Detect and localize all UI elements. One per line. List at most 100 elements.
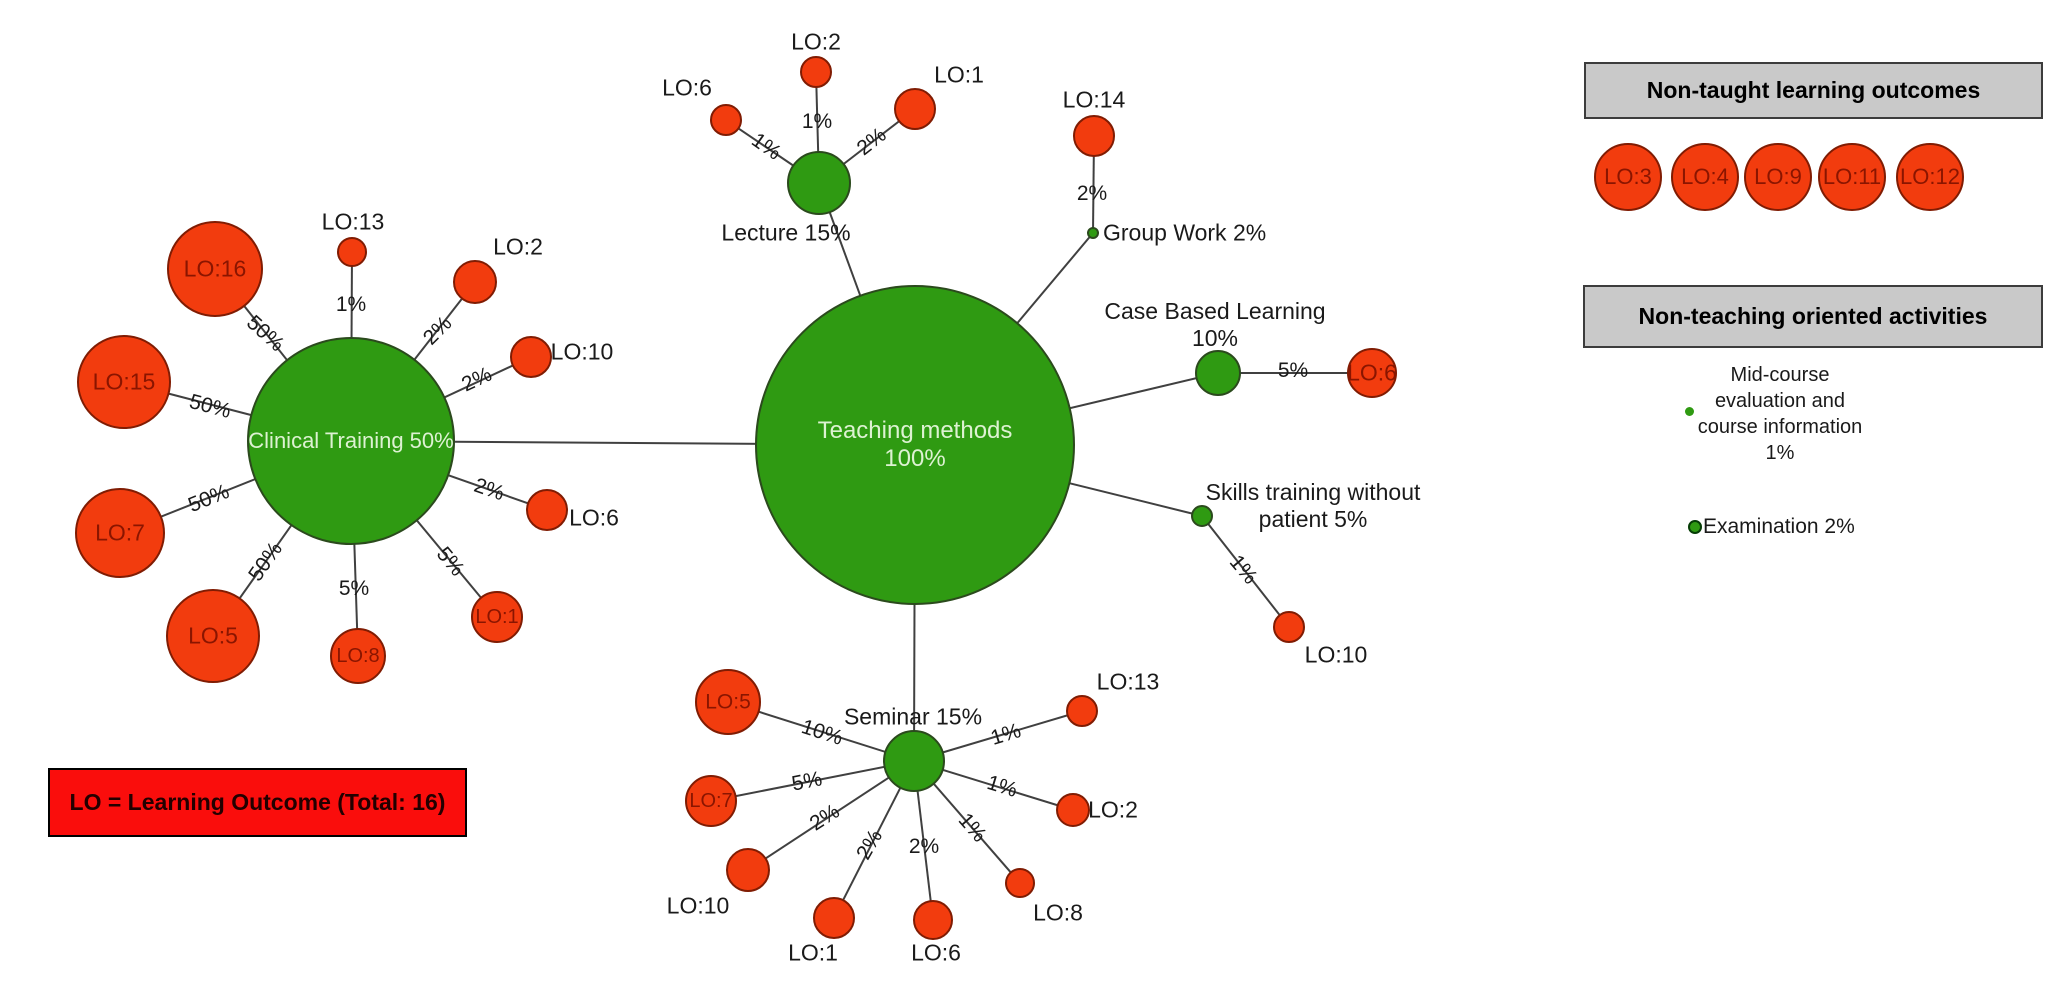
skills-label: Skills training without patient 5% (1206, 479, 1421, 533)
se_lo5-label: LO:5 (705, 690, 751, 715)
cl_lo16-label: LO:16 (184, 256, 247, 283)
outcome-node-se_lo13 (1066, 695, 1098, 727)
examination-dot-icon (1688, 520, 1702, 534)
outcome-node-cl_lo1 (471, 591, 523, 643)
cl_lo5-label-text: LO:5 (188, 622, 238, 649)
outcome-node-lec_lo6 (710, 104, 742, 136)
cl_lo2-label-text: LO:2 (493, 233, 543, 260)
examination-label: Examination 2% (1703, 515, 1855, 538)
se_lo8-label: LO:8 (1033, 900, 1083, 927)
skills-label-text: Skills training without (1205, 479, 1421, 505)
outcome-node-se_lo2 (1056, 793, 1090, 827)
casebased-label-text: Case Based Learning (1104, 298, 1326, 324)
outcome-node-se_lo8 (1005, 868, 1035, 898)
lo-note-box: LO = Learning Outcome (Total: 16) (48, 768, 467, 837)
cl_lo10-label-text: LO:10 (550, 338, 614, 365)
legend-outcome-lo4: LO:4 (1671, 143, 1739, 211)
se_lo2-label-text: LO:2 (1088, 796, 1138, 823)
lecture-label: Lecture 15% (721, 220, 850, 247)
se_lo10-label-text: LO:10 (666, 892, 730, 919)
outcome-node-cl_lo8 (330, 628, 386, 684)
cl_lo7-label-text: LO:7 (95, 519, 145, 546)
edge-label-clinical-cl_lo8: 5% (338, 577, 370, 600)
se_lo7-label-text: LO:7 (689, 790, 733, 812)
method-node-lecture (787, 151, 851, 215)
outcome-node-cl_lo13 (337, 237, 367, 267)
sk_lo10-label: LO:10 (1305, 642, 1368, 669)
edge-label-clinical-cl_lo13: 1% (335, 293, 367, 316)
se_lo13-label: LO:13 (1097, 669, 1160, 696)
cl_lo2-label: LO:2 (493, 234, 543, 261)
lo-note-text: LO = Learning Outcome (Total: 16) (69, 789, 446, 815)
se_lo8-label-text: LO:8 (1033, 899, 1083, 926)
cl_lo10-label: LO:10 (551, 339, 614, 366)
cl_lo7-label: LO:7 (95, 520, 145, 547)
clinical-label: Clinical Training 50% (248, 428, 453, 454)
outcome-node-cl_lo6 (526, 489, 568, 531)
method-node-seminar (883, 730, 945, 792)
cl_lo1-label: LO:1 (475, 605, 518, 629)
cl_lo8-label: LO:8 (336, 644, 379, 668)
midcourse-label: Mid-course evaluation and course informati… (1660, 362, 1900, 466)
outcome-node-se_lo5 (695, 669, 761, 735)
midcourse-dot-icon (1685, 407, 1694, 416)
se_lo1-label-text: LO:1 (788, 939, 838, 966)
gw_lo14-label-text: LO:14 (1062, 86, 1126, 113)
lecture-label-text: Lecture 15% (721, 219, 851, 246)
outcome-node-cl_lo16 (167, 221, 263, 317)
se_lo6-label-text: LO:6 (911, 939, 961, 966)
outcome-node-se_lo6 (913, 900, 953, 940)
outcome-node-lec_lo2 (800, 56, 832, 88)
method-node-central (755, 285, 1075, 605)
midcourse-line-0: Mid-course (1730, 364, 1830, 386)
cl_lo15-label: LO:15 (93, 369, 156, 396)
lec_lo6-label-text: LO:6 (662, 74, 712, 101)
seminar-label-text: Seminar 15% (843, 703, 983, 730)
non-teaching-title: Non-teaching oriented activities (1638, 303, 1988, 329)
edge-label-groupwork-gw_lo14: 2% (1076, 182, 1108, 205)
legend-outcome-lo12: LO:12 (1896, 143, 1964, 211)
edge-line-seminar-se_lo7 (710, 760, 915, 802)
outcome-node-se_lo10 (726, 848, 770, 892)
outcome-node-cl_lo2 (453, 260, 497, 304)
se_lo7-label: LO:7 (689, 789, 732, 813)
edge-line-seminar-se_lo10 (747, 760, 915, 871)
outcome-node-se_lo7 (685, 775, 737, 827)
gw_lo14-label: LO:14 (1063, 87, 1126, 114)
cl_lo8-label-text: LO:8 (336, 645, 380, 667)
outcome-node-cb_lo6 (1347, 348, 1397, 398)
clinical-label-text: Clinical Training 50% (248, 428, 454, 453)
cl_lo13-label: LO:13 (322, 209, 385, 236)
non-taught-title: Non-taught learning outcomes (1646, 77, 1981, 103)
legend-outcome-lo3: LO:3 (1594, 143, 1662, 211)
lec_lo1-label-text: LO:1 (934, 61, 984, 88)
cl_lo16-label-text: LO:16 (183, 255, 247, 282)
edge-label-seminar-se_lo6: 2% (908, 835, 940, 858)
midcourse-line-3: 1% (1765, 442, 1795, 464)
central-label-text: Teaching methods (817, 417, 1013, 444)
outcome-node-cl_lo10 (510, 336, 552, 378)
casebased-label-sub: 10% (1191, 325, 1239, 351)
method-node-skills (1191, 505, 1213, 527)
lec_lo1-label: LO:1 (934, 62, 984, 89)
edge-label-casebased-cb_lo6: 5% (1277, 359, 1309, 382)
skills-label-sub: patient 5% (1258, 506, 1368, 532)
sk_lo10-label-text: LO:10 (1304, 641, 1368, 668)
cl_lo13-label-text: LO:13 (321, 208, 385, 235)
se_lo6-label: LO:6 (911, 940, 961, 967)
cb_lo6-label: LO:6 (1347, 360, 1397, 387)
outcome-node-cl_lo15 (77, 335, 171, 429)
groupwork-label-text: Group Work 2% (1103, 219, 1267, 246)
legend-outcome-lo9: LO:9 (1744, 143, 1812, 211)
se_lo10-label: LO:10 (667, 893, 730, 920)
midcourse-line-2: course information (1697, 416, 1863, 438)
se_lo13-label-text: LO:13 (1096, 668, 1160, 695)
se_lo1-label: LO:1 (788, 940, 838, 967)
cl_lo6-label: LO:6 (569, 505, 619, 532)
edge-line-skills-sk_lo10 (1201, 515, 1290, 628)
cb_lo6-label-text: LO:6 (1347, 359, 1397, 386)
outcome-node-sk_lo10 (1273, 611, 1305, 643)
central-label-sub: 100% (884, 445, 946, 472)
midcourse-line-1: evaluation and (1714, 390, 1846, 412)
method-node-groupwork (1087, 227, 1099, 239)
